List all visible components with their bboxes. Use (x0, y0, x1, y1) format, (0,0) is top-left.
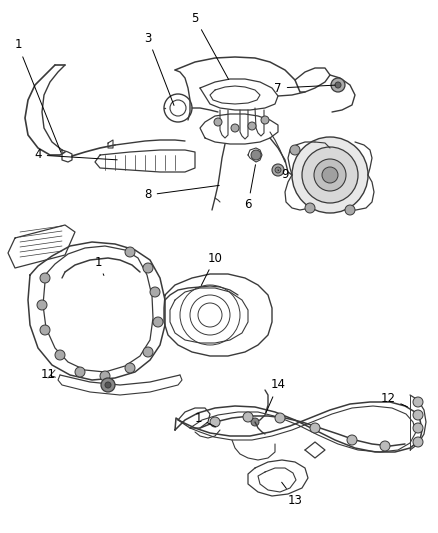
Text: 9: 9 (278, 168, 289, 182)
Circle shape (314, 159, 346, 191)
Circle shape (261, 116, 269, 124)
Circle shape (40, 273, 50, 283)
Circle shape (125, 363, 135, 373)
Text: 12: 12 (381, 392, 407, 407)
Circle shape (101, 378, 115, 392)
Text: 1: 1 (94, 255, 104, 276)
Circle shape (243, 412, 253, 422)
Circle shape (251, 150, 261, 160)
Circle shape (214, 118, 222, 126)
Circle shape (37, 300, 47, 310)
Text: 3: 3 (144, 31, 174, 106)
Circle shape (302, 147, 358, 203)
Circle shape (310, 423, 320, 433)
Circle shape (345, 205, 355, 215)
Text: 1: 1 (194, 411, 215, 427)
Circle shape (272, 164, 284, 176)
Circle shape (55, 350, 65, 360)
Text: 14: 14 (266, 378, 286, 413)
Circle shape (275, 413, 285, 423)
Circle shape (40, 325, 50, 335)
Circle shape (125, 247, 135, 257)
Circle shape (105, 382, 111, 388)
Circle shape (210, 417, 220, 427)
Text: 8: 8 (144, 185, 219, 201)
Circle shape (143, 347, 153, 357)
Circle shape (380, 441, 390, 451)
Circle shape (413, 423, 423, 433)
Text: 4: 4 (34, 149, 117, 161)
Circle shape (150, 287, 160, 297)
Circle shape (305, 203, 315, 213)
Text: 1: 1 (14, 38, 61, 152)
Circle shape (231, 124, 239, 132)
Circle shape (153, 317, 163, 327)
Circle shape (292, 137, 368, 213)
Text: 7: 7 (274, 82, 335, 94)
Text: 6: 6 (244, 165, 255, 212)
Text: 11: 11 (40, 368, 56, 382)
Circle shape (248, 122, 256, 130)
Circle shape (335, 82, 341, 88)
Text: 10: 10 (201, 252, 223, 286)
Circle shape (347, 435, 357, 445)
Circle shape (331, 78, 345, 92)
Circle shape (413, 410, 423, 420)
Text: 13: 13 (282, 482, 302, 506)
Circle shape (100, 371, 110, 381)
Circle shape (322, 167, 338, 183)
Text: 5: 5 (191, 12, 229, 79)
Circle shape (413, 437, 423, 447)
Circle shape (413, 397, 423, 407)
Circle shape (143, 263, 153, 273)
Circle shape (275, 167, 281, 173)
Circle shape (290, 145, 300, 155)
Circle shape (251, 418, 259, 426)
Circle shape (75, 367, 85, 377)
